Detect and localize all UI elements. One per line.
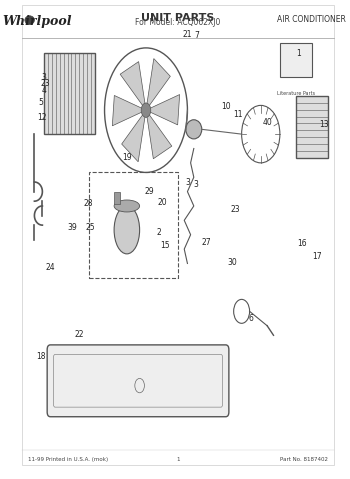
Text: 27: 27 <box>202 239 211 247</box>
Text: 29: 29 <box>144 187 154 196</box>
Text: 11: 11 <box>234 111 243 119</box>
Circle shape <box>141 103 151 117</box>
Text: For Model: ACQ062XJ0: For Model: ACQ062XJ0 <box>135 19 220 27</box>
Polygon shape <box>120 62 146 110</box>
Text: 17: 17 <box>312 252 321 261</box>
Text: 25: 25 <box>85 223 95 232</box>
Text: 21: 21 <box>183 30 192 39</box>
Text: 19: 19 <box>122 153 132 162</box>
Ellipse shape <box>114 200 140 212</box>
Text: 1: 1 <box>176 457 180 462</box>
Bar <box>44 53 95 134</box>
Text: 11-99 Printed in U.S.A. (mok): 11-99 Printed in U.S.A. (mok) <box>28 457 108 462</box>
Text: 30: 30 <box>227 258 237 267</box>
Polygon shape <box>146 58 170 110</box>
Polygon shape <box>146 110 172 159</box>
Text: 1: 1 <box>297 49 301 58</box>
Polygon shape <box>122 110 146 162</box>
Ellipse shape <box>186 120 202 139</box>
Ellipse shape <box>114 206 140 254</box>
Text: Part No. 8187402: Part No. 8187402 <box>280 457 328 462</box>
Bar <box>296 96 328 158</box>
Text: 23: 23 <box>230 205 240 214</box>
Text: 2: 2 <box>156 228 161 237</box>
FancyBboxPatch shape <box>47 345 229 417</box>
Text: AIR CONDITIONER: AIR CONDITIONER <box>277 15 346 23</box>
Text: Literature Parts: Literature Parts <box>277 91 315 96</box>
Text: 3: 3 <box>193 180 198 189</box>
Text: 10: 10 <box>221 102 231 111</box>
Text: 20: 20 <box>157 198 167 206</box>
Text: 22: 22 <box>74 330 84 339</box>
Bar <box>280 43 312 77</box>
Text: 7: 7 <box>195 32 200 40</box>
Text: 23: 23 <box>41 80 50 88</box>
Text: 12: 12 <box>37 113 47 122</box>
Text: 3: 3 <box>42 73 47 82</box>
Text: 40: 40 <box>262 118 272 126</box>
Polygon shape <box>146 94 180 125</box>
Text: 5: 5 <box>38 99 43 107</box>
Text: 28: 28 <box>84 199 93 208</box>
Text: 24: 24 <box>46 263 55 272</box>
Ellipse shape <box>25 16 34 24</box>
Text: 16: 16 <box>298 239 307 248</box>
Polygon shape <box>112 95 146 126</box>
Text: 4: 4 <box>42 86 47 94</box>
Text: 15: 15 <box>160 241 170 250</box>
Bar <box>89 172 178 278</box>
Text: 39: 39 <box>68 223 78 232</box>
Text: 3: 3 <box>185 178 190 187</box>
Text: 13: 13 <box>320 120 329 129</box>
Text: UNIT PARTS: UNIT PARTS <box>141 13 215 23</box>
Text: Whirlpool: Whirlpool <box>3 15 72 28</box>
Text: 6: 6 <box>249 314 254 323</box>
Text: 18: 18 <box>36 353 46 361</box>
Bar <box>114 192 120 204</box>
